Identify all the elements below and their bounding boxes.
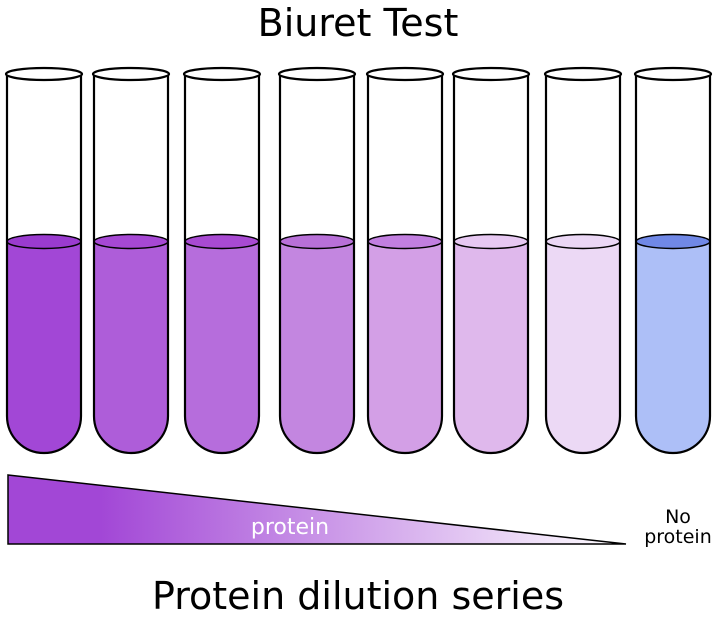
tube-glass: [544, 74, 622, 455]
tube-rim: [91, 66, 171, 82]
tube-liquid-surface: [93, 233, 169, 250]
tube-liquid: [94, 241, 168, 453]
test-tube: [365, 66, 445, 455]
test-tube-rack: [4, 66, 713, 455]
tube-rim: [451, 66, 531, 82]
test-tube: [451, 66, 531, 455]
tube-liquid: [454, 241, 528, 453]
tube-liquid-surface: [545, 233, 621, 250]
test-tube: [91, 66, 171, 455]
tube-liquid-surface: [6, 233, 82, 250]
tube-glass: [634, 74, 712, 455]
test-tube: [182, 66, 262, 455]
tube-glass: [366, 74, 444, 455]
tube-liquid: [7, 241, 81, 453]
tube-rim: [633, 66, 713, 82]
tube-liquid: [185, 241, 259, 453]
tube-glass: [278, 74, 356, 455]
tube-glass: [92, 74, 170, 455]
tube-rim: [182, 66, 262, 82]
diagram-caption: Protein dilution series: [152, 574, 564, 618]
tube-liquid: [368, 241, 442, 453]
test-tube: [277, 66, 357, 455]
tube-rim: [4, 66, 84, 82]
tube-rim: [543, 66, 623, 82]
tube-liquid-surface: [367, 233, 443, 250]
test-tube: [543, 66, 623, 455]
tube-glass: [183, 74, 261, 455]
no-protein-label-line2: protein: [644, 526, 712, 548]
tube-liquid: [546, 241, 620, 453]
diagram-title: Biuret Test: [258, 1, 459, 45]
test-tube: [633, 66, 713, 455]
tube-rim: [365, 66, 445, 82]
tube-rim: [277, 66, 357, 82]
tube-liquid-surface: [635, 233, 711, 250]
wedge-label: protein: [251, 515, 329, 540]
tube-liquid: [636, 241, 710, 453]
tube-liquid-surface: [279, 233, 355, 250]
tube-liquid-surface: [453, 233, 529, 250]
tube-glass: [452, 74, 530, 455]
tube-liquid-surface: [184, 233, 260, 250]
protein-concentration-wedge: [7, 474, 627, 545]
tube-liquid: [280, 241, 354, 453]
no-protein-label-line1: No: [665, 506, 691, 528]
test-tube: [4, 66, 84, 455]
tube-glass: [5, 74, 83, 455]
